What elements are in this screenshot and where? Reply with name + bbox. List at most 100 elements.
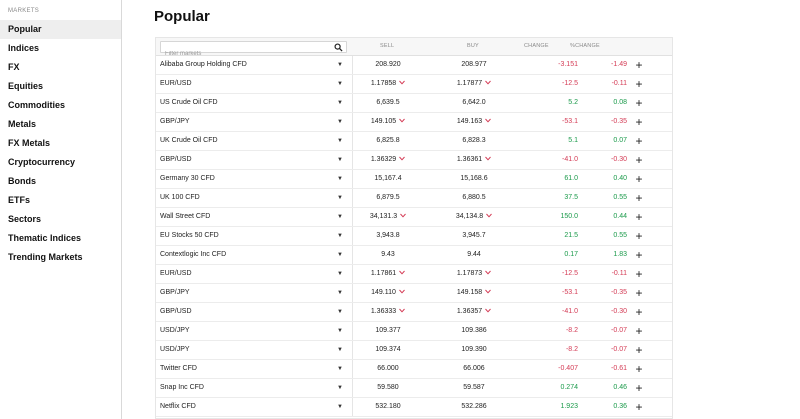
buy-price-button[interactable]: 109.386 — [442, 322, 506, 340]
add-to-watchlist-icon[interactable]: + — [635, 286, 643, 300]
filter-box[interactable] — [160, 41, 347, 59]
sell-price-button[interactable]: 208.920 — [356, 56, 420, 74]
sell-price-button[interactable]: 9.43 — [356, 246, 420, 264]
add-to-watchlist-icon[interactable]: + — [635, 362, 643, 376]
table-row[interactable]: USD/JPY ▼ 109.377 109.386 -8.2 -0.07 + — [156, 322, 672, 341]
market-name[interactable]: Snap Inc CFD — [160, 384, 204, 391]
add-to-watchlist-icon[interactable]: + — [635, 248, 643, 262]
table-row[interactable]: Wall Street CFD ▼ 34,131.3 34,134.8 150.0 0.4… — [156, 208, 672, 227]
market-name[interactable]: Germany 30 CFD — [160, 175, 215, 182]
add-to-watchlist-icon[interactable]: + — [635, 267, 643, 281]
sidebar-item-fx[interactable]: FX — [8, 62, 20, 72]
add-to-watchlist-icon[interactable]: + — [635, 210, 643, 224]
sell-price-button[interactable]: 149.105 — [356, 113, 420, 131]
sidebar-item-metals[interactable]: Metals — [8, 119, 37, 129]
add-to-watchlist-icon[interactable]: + — [635, 229, 643, 243]
market-name[interactable]: Netflix CFD — [160, 403, 196, 410]
sell-price-button[interactable]: 6,879.5 — [356, 189, 420, 207]
buy-price-button[interactable]: 59.587 — [442, 379, 506, 397]
market-name[interactable]: Twitter CFD — [160, 365, 197, 372]
sell-price-button[interactable]: 532.180 — [356, 398, 420, 416]
sidebar-item-thematic-indices[interactable]: Thematic Indices — [8, 233, 82, 243]
buy-price-button[interactable]: 109.390 — [442, 341, 506, 359]
table-row[interactable]: GBP/USD ▼ 1.36333 1.36357 -41.0 -0.30 + — [156, 303, 672, 322]
sidebar-item-bonds[interactable]: Bonds — [8, 176, 36, 186]
table-row[interactable]: GBP/JPY ▼ 149.110 149.158 -53.1 -0.35 + — [156, 284, 672, 303]
buy-price-button[interactable]: 1.17873 — [442, 265, 506, 283]
buy-price-button[interactable]: 208.977 — [442, 56, 506, 74]
buy-price-button[interactable]: 15,168.6 — [442, 170, 506, 188]
table-row[interactable]: Contextlogic Inc CFD ▼ 9.43 9.44 0.17 1.83 + — [156, 246, 672, 265]
table-row[interactable]: EUR/USD ▼ 1.17861 1.17873 -12.5 -0.11 + — [156, 265, 672, 284]
add-to-watchlist-icon[interactable]: + — [635, 172, 643, 186]
sell-price-button[interactable]: 1.17861 — [356, 265, 420, 283]
add-to-watchlist-icon[interactable]: + — [635, 134, 643, 148]
sell-price-button[interactable]: 59.580 — [356, 379, 420, 397]
market-dropdown-icon[interactable]: ▼ — [337, 195, 343, 201]
sidebar-item-etfs[interactable]: ETFs — [8, 195, 31, 205]
sidebar-item-commodities[interactable]: Commodities — [8, 100, 66, 110]
sell-price-button[interactable]: 109.377 — [356, 322, 420, 340]
sell-price-button[interactable]: 109.374 — [356, 341, 420, 359]
market-dropdown-icon[interactable]: ▼ — [337, 385, 343, 391]
buy-price-button[interactable]: 149.163 — [442, 113, 506, 131]
table-row[interactable]: EUR/USD ▼ 1.17858 1.17877 -12.5 -0.11 + — [156, 75, 672, 94]
buy-price-button[interactable]: 6,880.5 — [442, 189, 506, 207]
add-to-watchlist-icon[interactable]: + — [635, 115, 643, 129]
table-row[interactable]: Twitter CFD ▼ 66.000 66.006 -0.407 -0.61 + — [156, 360, 672, 379]
add-to-watchlist-icon[interactable]: + — [635, 58, 643, 72]
market-name[interactable]: USD/JPY — [160, 327, 190, 334]
sell-price-button[interactable]: 3,943.8 — [356, 227, 420, 245]
market-name[interactable]: Wall Street CFD — [160, 213, 211, 220]
buy-price-button[interactable]: 6,828.3 — [442, 132, 506, 150]
market-name[interactable]: GBP/USD — [160, 156, 192, 163]
market-dropdown-icon[interactable]: ▼ — [337, 309, 343, 315]
add-to-watchlist-icon[interactable]: + — [635, 381, 643, 395]
add-to-watchlist-icon[interactable]: + — [635, 96, 643, 110]
market-dropdown-icon[interactable]: ▼ — [337, 119, 343, 125]
market-dropdown-icon[interactable]: ▼ — [337, 347, 343, 353]
buy-price-button[interactable]: 66.006 — [442, 360, 506, 378]
sell-price-button[interactable]: 1.17858 — [356, 75, 420, 93]
buy-price-button[interactable]: 532.286 — [442, 398, 506, 416]
buy-price-button[interactable]: 1.36361 — [442, 151, 506, 169]
market-name[interactable]: GBP/USD — [160, 308, 192, 315]
sell-price-button[interactable]: 66.000 — [356, 360, 420, 378]
sell-price-button[interactable]: 34,131.3 — [356, 208, 420, 226]
market-dropdown-icon[interactable]: ▼ — [337, 252, 343, 258]
sidebar-item-equities[interactable]: Equities — [8, 81, 44, 91]
market-dropdown-icon[interactable]: ▼ — [337, 100, 343, 106]
market-name[interactable]: EUR/USD — [160, 270, 192, 277]
add-to-watchlist-icon[interactable]: + — [635, 400, 643, 414]
market-dropdown-icon[interactable]: ▼ — [337, 62, 343, 68]
market-dropdown-icon[interactable]: ▼ — [337, 233, 343, 239]
table-row[interactable]: GBP/JPY ▼ 149.105 149.163 -53.1 -0.35 + — [156, 113, 672, 132]
market-dropdown-icon[interactable]: ▼ — [337, 138, 343, 144]
filter-markets-input[interactable] — [161, 49, 326, 59]
buy-price-button[interactable]: 1.36357 — [442, 303, 506, 321]
table-row[interactable]: Snap Inc CFD ▼ 59.580 59.587 0.274 0.46 + — [156, 379, 672, 398]
table-row[interactable]: UK Crude Oil CFD ▼ 6,825.8 6,828.3 5.1 0.07 + — [156, 132, 672, 151]
market-dropdown-icon[interactable]: ▼ — [337, 328, 343, 334]
table-row[interactable]: UK 100 CFD ▼ 6,879.5 6,880.5 37.5 0.55 + — [156, 189, 672, 208]
add-to-watchlist-icon[interactable]: + — [635, 153, 643, 167]
sidebar-item-trending-markets[interactable]: Trending Markets — [8, 252, 83, 262]
buy-price-button[interactable]: 149.158 — [442, 284, 506, 302]
market-dropdown-icon[interactable]: ▼ — [337, 214, 343, 220]
market-dropdown-icon[interactable]: ▼ — [337, 404, 343, 410]
table-row[interactable]: Alibaba Group Holding CFD ▼ 208.920 208.977… — [156, 56, 672, 75]
sell-price-button[interactable]: 6,639.5 — [356, 94, 420, 112]
table-row[interactable]: EU Stocks 50 CFD ▼ 3,943.8 3,945.7 21.5 0.55 + — [156, 227, 672, 246]
buy-price-button[interactable]: 3,945.7 — [442, 227, 506, 245]
sell-price-button[interactable]: 149.110 — [356, 284, 420, 302]
market-name[interactable]: US Crude Oil CFD — [160, 99, 218, 106]
market-name[interactable]: GBP/JPY — [160, 289, 190, 296]
market-name[interactable]: Contextlogic Inc CFD — [160, 251, 227, 258]
table-row[interactable]: GBP/USD ▼ 1.36329 1.36361 -41.0 -0.30 + — [156, 151, 672, 170]
market-name[interactable]: EUR/USD — [160, 80, 192, 87]
market-name[interactable]: EU Stocks 50 CFD — [160, 232, 219, 239]
sidebar-item-fx-metals[interactable]: FX Metals — [8, 138, 51, 148]
market-name[interactable]: UK Crude Oil CFD — [160, 137, 218, 144]
market-name[interactable]: Alibaba Group Holding CFD — [160, 61, 247, 68]
market-name[interactable]: GBP/JPY — [160, 118, 190, 125]
